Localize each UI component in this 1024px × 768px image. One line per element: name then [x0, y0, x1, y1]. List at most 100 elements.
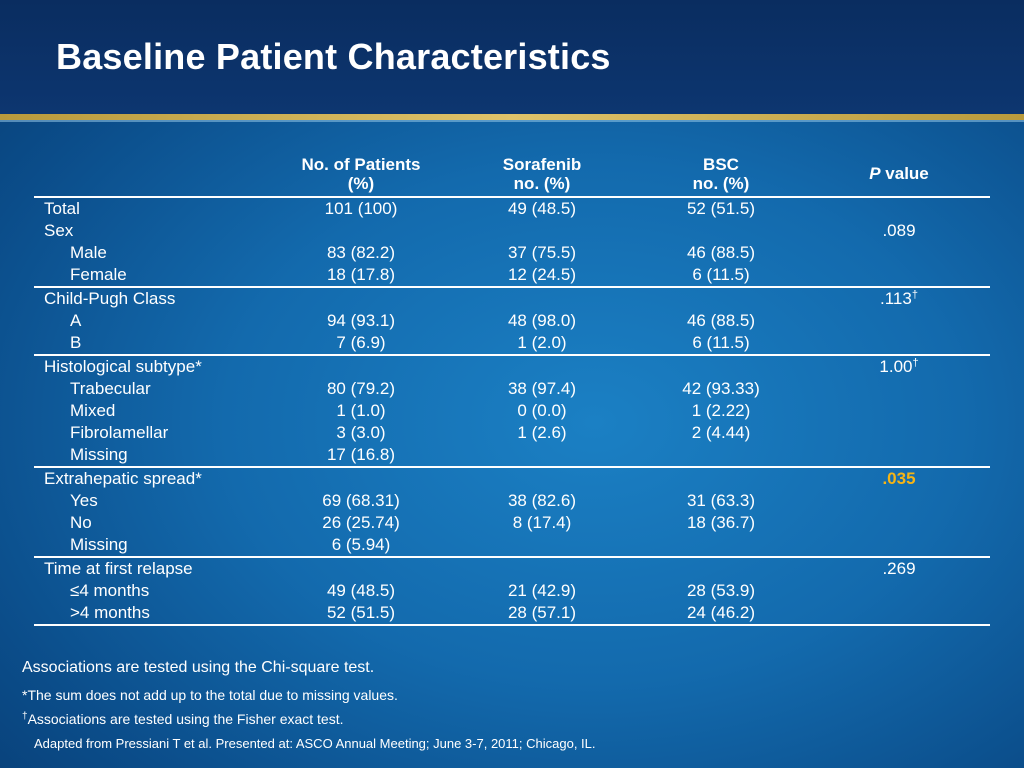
cell-sorafenib: 1 (2.0): [517, 333, 567, 352]
row-label: Trabecular: [70, 379, 151, 398]
cell-sorafenib: 8 (17.4): [512, 513, 572, 532]
cell-p-value: .113†: [824, 288, 974, 310]
table-row: Mixed 1 (1.0) 0 (0.0) 1 (2.22): [34, 400, 990, 422]
column-header-p-value: P value: [824, 164, 974, 183]
row-label: A: [70, 311, 82, 330]
cell-bsc: 31 (63.3): [686, 491, 756, 510]
table-header: No. of Patients (%) Sorafenib no. (%) BS…: [34, 152, 990, 196]
cell-patients: 49 (48.5): [326, 581, 396, 600]
column-header-sorafenib-line2: no. (%): [513, 174, 571, 193]
p-value-dagger: †: [912, 357, 919, 369]
row-label: Missing: [70, 445, 128, 464]
row-label: ≤4 months: [70, 581, 150, 600]
table-row: Sex .089: [34, 220, 990, 242]
table-rule: [34, 624, 990, 626]
cell-bsc: 2 (4.44): [691, 423, 751, 442]
column-header-sorafenib: Sorafenib no. (%): [467, 155, 617, 193]
column-header-p-suffix: value: [880, 164, 929, 183]
slide-title: Baseline Patient Characteristics: [56, 36, 611, 77]
cell-bsc: 46 (88.5): [686, 311, 756, 330]
table-row: A 94 (93.1) 48 (98.0) 46 (88.5): [34, 310, 990, 332]
table-row: Male 83 (82.2) 37 (75.5) 46 (88.5): [34, 242, 990, 264]
table-row: B 7 (6.9) 1 (2.0) 6 (11.5): [34, 332, 990, 354]
p-value-dagger: †: [911, 289, 918, 301]
table-rule: [34, 556, 990, 558]
table-row: Child-Pugh Class .113†: [34, 288, 990, 310]
cell-bsc: 1 (2.22): [691, 401, 751, 420]
row-label: Child-Pugh Class: [44, 289, 176, 308]
row-label: B: [70, 333, 82, 352]
row-label: Missing: [70, 535, 128, 554]
table-rule: [34, 196, 990, 198]
row-label: Female: [70, 265, 127, 284]
cell-sorafenib: 38 (82.6): [507, 491, 577, 510]
cell-bsc: 28 (53.9): [686, 581, 756, 600]
row-label: Male: [70, 243, 107, 262]
table-row: ≤4 months 49 (48.5) 21 (42.9) 28 (53.9): [34, 580, 990, 602]
row-label: No: [70, 513, 92, 532]
cell-patients: 6 (5.94): [331, 535, 391, 554]
cell-bsc: 6 (11.5): [692, 333, 750, 352]
footnotes: Associations are tested using the Chi-sq…: [22, 657, 1002, 753]
row-label: Mixed: [70, 401, 116, 420]
cell-sorafenib: 28 (57.1): [507, 603, 577, 622]
cell-sorafenib: 37 (75.5): [507, 243, 577, 262]
cell-bsc: 42 (93.33): [682, 379, 760, 398]
p-value-text: 1.00: [879, 357, 913, 376]
cell-sorafenib: 12 (24.5): [507, 265, 577, 284]
cell-bsc: 52 (51.5): [686, 199, 756, 218]
cell-patients: 83 (82.2): [326, 243, 396, 262]
cell-sorafenib: 1 (2.6): [517, 423, 567, 442]
column-header-bsc-line1: BSC: [703, 155, 739, 174]
cell-bsc: 24 (46.2): [686, 603, 756, 622]
source-citation: Adapted from Pressiani T et al. Presente…: [34, 736, 596, 751]
row-label: Histological subtype*: [44, 357, 202, 376]
table-row: Missing 17 (16.8): [34, 444, 990, 466]
row-label: Extrahepatic spread*: [44, 469, 202, 488]
footnote-fisher: †Associations are tested using the Fishe…: [22, 709, 1002, 729]
table-row: Extrahepatic spread* .035: [34, 468, 990, 490]
p-value-text: .089: [882, 221, 916, 240]
column-header-bsc: BSC no. (%): [646, 155, 796, 193]
cell-p-value: .269: [824, 558, 974, 580]
footnote-fisher-text: Associations are tested using the Fisher…: [27, 711, 344, 727]
cell-sorafenib: 0 (0.0): [517, 401, 567, 420]
row-label: Sex: [44, 221, 74, 240]
table-rule: [34, 466, 990, 468]
row-label: Yes: [70, 491, 98, 510]
footnote-missing-values: *The sum does not add up to the total du…: [22, 687, 398, 703]
cell-sorafenib: 49 (48.5): [507, 199, 577, 218]
cell-patients: 7 (6.9): [336, 333, 386, 352]
cell-bsc: 18 (36.7): [686, 513, 756, 532]
row-label: >4 months: [70, 603, 150, 622]
table-row: Total 101 (100) 49 (48.5) 52 (51.5): [34, 198, 990, 220]
title-banner: Baseline Patient Characteristics: [0, 0, 1024, 114]
column-header-bsc-line2: no. (%): [692, 174, 750, 193]
accent-divider: [0, 114, 1024, 122]
table-body: Total 101 (100) 49 (48.5) 52 (51.5) Sex .089 M…: [34, 198, 990, 626]
table-rule: [34, 286, 990, 288]
cell-sorafenib: 48 (98.0): [507, 311, 577, 330]
table-row: Yes 69 (68.31) 38 (82.6) 31 (63.3): [34, 490, 990, 512]
table-row: Fibrolamellar 3 (3.0) 1 (2.6) 2 (4.44): [34, 422, 990, 444]
cell-bsc: 46 (88.5): [686, 243, 756, 262]
cell-patients: 94 (93.1): [326, 311, 396, 330]
cell-patients: 17 (16.8): [326, 445, 396, 464]
cell-patients: 80 (79.2): [326, 379, 396, 398]
table-row: No 26 (25.74) 8 (17.4) 18 (36.7): [34, 512, 990, 534]
cell-sorafenib: 21 (42.9): [507, 581, 577, 600]
table-row: Missing 6 (5.94): [34, 534, 990, 556]
table-row: Time at first relapse .269: [34, 558, 990, 580]
cell-bsc: 6 (11.5): [692, 265, 750, 284]
column-header-patients-line2: (%): [347, 174, 375, 193]
row-label: Total: [44, 199, 80, 218]
table-row: Female 18 (17.8) 12 (24.5) 6 (11.5): [34, 264, 990, 286]
column-header-patients-line1: No. of Patients: [301, 155, 421, 174]
cell-p-value: .089: [824, 220, 974, 242]
table-row: Histological subtype* 1.00†: [34, 356, 990, 378]
cell-patients: 1 (1.0): [336, 401, 386, 420]
row-label: Time at first relapse: [44, 559, 193, 578]
cell-p-value: 1.00†: [824, 356, 974, 378]
cell-sorafenib: 38 (97.4): [507, 379, 577, 398]
patient-characteristics-table: No. of Patients (%) Sorafenib no. (%) BS…: [34, 152, 990, 626]
